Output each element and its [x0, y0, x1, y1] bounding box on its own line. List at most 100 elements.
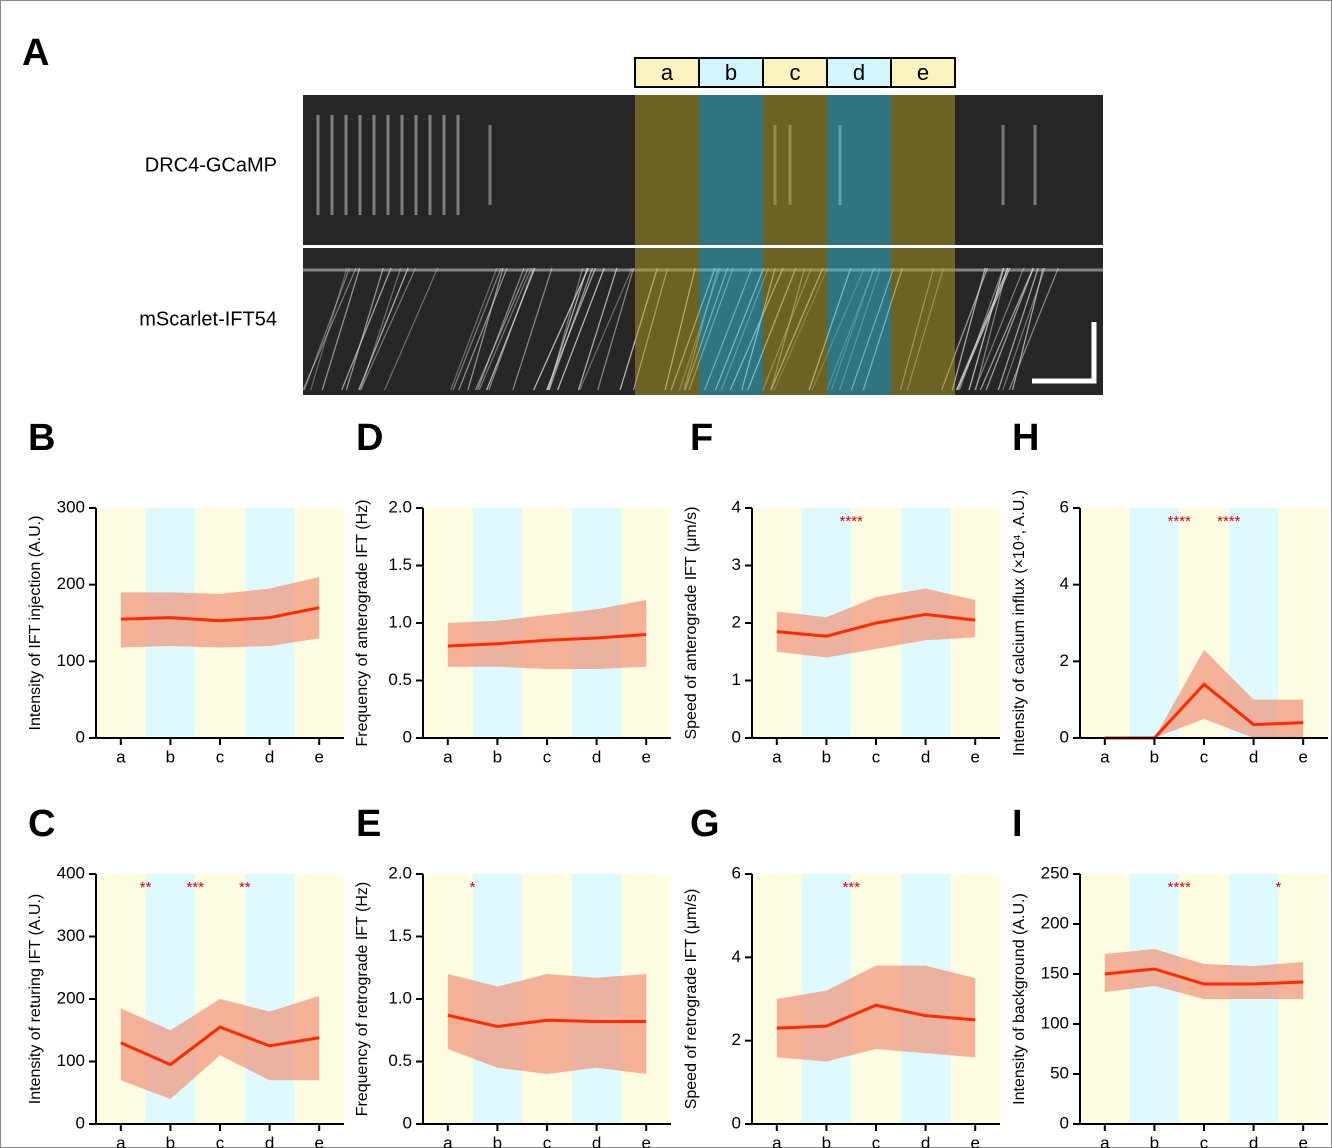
- significance: *: [1275, 879, 1281, 896]
- significance: *: [470, 879, 476, 896]
- x-tick-label: e: [641, 1133, 650, 1148]
- sd-band: [120, 577, 320, 648]
- stripe: [244, 874, 295, 1124]
- streak: [557, 267, 605, 391]
- y-tick-label: 6: [1060, 497, 1069, 516]
- y-tick-label: 0.5: [388, 1051, 412, 1070]
- segment-label: b: [725, 60, 737, 85]
- y-tick-label: 1.5: [388, 926, 412, 945]
- significance: ***: [842, 879, 860, 896]
- streak: [321, 267, 361, 391]
- kymographs: a b c d e: [302, 57, 1103, 395]
- x-tick-label: a: [1100, 747, 1110, 766]
- sd-band: [776, 965, 976, 1062]
- x-tick-label: d: [265, 747, 274, 766]
- y-tick-label: 1.0: [388, 988, 412, 1007]
- streak: [968, 267, 1005, 391]
- y-tick-label: 400: [57, 863, 85, 882]
- x-tick-label: d: [1249, 1133, 1258, 1148]
- streak: [384, 267, 439, 391]
- y-tick-label: 1: [732, 670, 741, 689]
- y-tick-label: 0: [76, 1113, 85, 1132]
- panel-label: C: [28, 803, 55, 845]
- y-axis-label: Intensity of returing IFT (A.U.): [27, 894, 44, 1104]
- overlay: [891, 95, 955, 245]
- y-tick-label: 2: [732, 612, 741, 631]
- streak: [955, 267, 1009, 391]
- x-tick-label: e: [970, 747, 979, 766]
- y-axis-label: Intensity of background (A.U.): [1011, 893, 1028, 1105]
- segment-label: e: [917, 60, 929, 85]
- significance: ****: [1168, 879, 1192, 896]
- y-tick-label: 200: [1041, 913, 1069, 932]
- mean-line: [120, 1025, 320, 1067]
- streak: [958, 267, 1004, 391]
- panel-label: B: [28, 417, 55, 459]
- overlay: [635, 248, 699, 395]
- panel-label: D: [356, 417, 383, 459]
- row-label: mScarlet-IFT54: [139, 308, 277, 330]
- mean-line: [1104, 967, 1304, 986]
- streak: [1011, 267, 1044, 391]
- panel-label: I: [1012, 803, 1023, 845]
- y-tick-label: 2: [1060, 651, 1069, 670]
- overlay: [827, 95, 891, 245]
- y-tick-label: 200: [57, 574, 85, 593]
- y-tick-label: 6: [732, 863, 741, 882]
- y-tick-label: 0: [1060, 727, 1069, 746]
- segment-box: [762, 57, 828, 88]
- x-tick-label: d: [592, 1133, 601, 1148]
- sd-band: [120, 995, 320, 1099]
- y-tick-label: 150: [1041, 963, 1069, 982]
- y-tick-label: 0: [403, 727, 412, 746]
- streak: [979, 267, 1034, 391]
- row-label: DRC4-GCaMP: [145, 154, 277, 176]
- y-tick-label: 2: [732, 1030, 741, 1049]
- x-tick-label: d: [265, 1133, 274, 1148]
- y-tick-label: 4: [732, 497, 741, 516]
- y-tick-label: 100: [57, 1051, 85, 1070]
- streak: [341, 267, 392, 391]
- x-tick-label: b: [166, 747, 175, 766]
- streak: [450, 267, 498, 391]
- mean-line: [447, 1013, 647, 1029]
- mean-line: [776, 612, 976, 638]
- segment-box: [890, 57, 956, 88]
- y-tick-label: 1.0: [388, 612, 412, 631]
- streak: [533, 267, 589, 391]
- x-tick-label: e: [1298, 747, 1307, 766]
- overlay: [699, 248, 763, 395]
- streak: [458, 267, 508, 391]
- streak: [345, 267, 384, 391]
- y-tick-label: 1.5: [388, 555, 412, 574]
- streak: [474, 267, 529, 391]
- panel-label: F: [690, 417, 713, 459]
- y-tick-label: 200: [57, 988, 85, 1007]
- y-tick-label: 4: [732, 947, 741, 966]
- x-tick-label: e: [314, 747, 323, 766]
- x-tick-label: b: [166, 1133, 175, 1148]
- x-tick-label: b: [1150, 1133, 1159, 1148]
- significance: ****: [840, 513, 864, 530]
- segment-box: [634, 57, 700, 88]
- streak: [577, 267, 618, 391]
- panel-label: H: [1012, 417, 1039, 459]
- segment-label: c: [790, 60, 801, 85]
- significance: ****: [1217, 513, 1241, 530]
- y-tick-label: 250: [1041, 863, 1069, 882]
- overlay: [763, 248, 827, 395]
- y-tick-label: 50: [1050, 1063, 1069, 1082]
- streak: [358, 267, 409, 391]
- stripe: [1129, 874, 1180, 1124]
- x-tick-label: d: [921, 1133, 930, 1148]
- scale-bar: [1032, 322, 1097, 384]
- x-tick-label: c: [543, 1133, 552, 1148]
- x-tick-label: b: [822, 747, 831, 766]
- y-tick-label: 0: [1060, 1113, 1069, 1132]
- y-tick-label: 0: [403, 1113, 412, 1132]
- overlay: [635, 95, 699, 245]
- x-tick-label: b: [493, 1133, 502, 1148]
- streak: [974, 267, 1025, 391]
- y-tick-label: 2.0: [388, 863, 412, 882]
- mean-line: [447, 633, 647, 648]
